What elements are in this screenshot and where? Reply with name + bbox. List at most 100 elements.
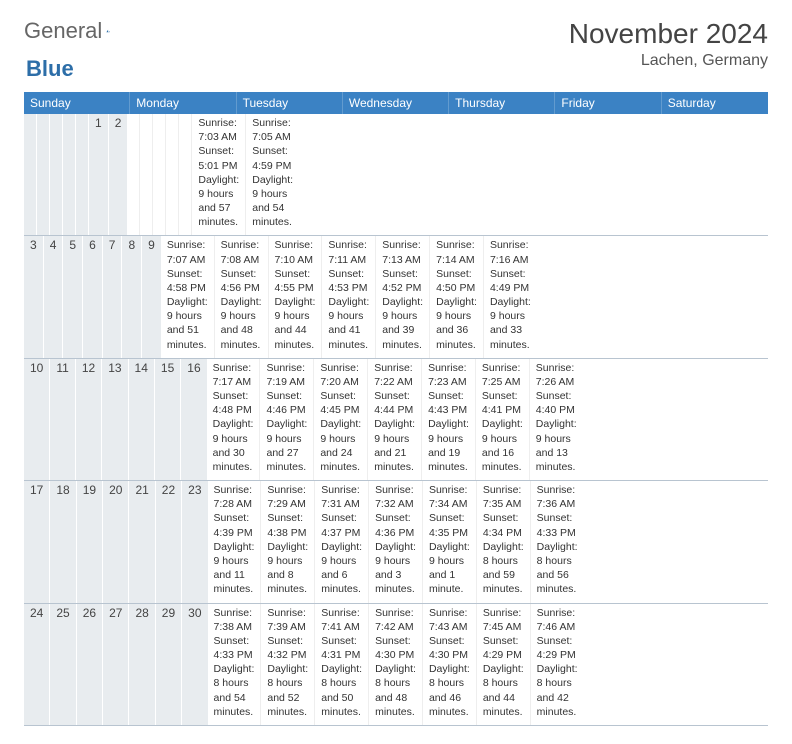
day-number: 28 [129, 604, 155, 725]
day-line: Sunset: 4:58 PM [167, 267, 208, 295]
week-row: 12 Sunrise: 7:03 AMSunset: 5:01 PMDayligh… [24, 114, 768, 236]
day-line: Daylight: 9 hours [266, 417, 307, 445]
day-line: Daylight: 8 hours [483, 662, 524, 690]
day-line: and 48 minutes. [375, 691, 416, 719]
day-line: Sunrise: 7:07 AM [167, 238, 208, 266]
day-cell: Sunrise: 7:29 AMSunset: 4:38 PMDaylight:… [261, 481, 315, 602]
month-title: November 2024 [569, 18, 768, 50]
day-line: Daylight: 8 hours [537, 662, 578, 690]
day-line: Sunset: 4:36 PM [375, 511, 416, 539]
day-line: Sunrise: 7:39 AM [267, 606, 308, 634]
day-line: Sunrise: 7:35 AM [483, 483, 524, 511]
weekday-header-row: Sunday Monday Tuesday Wednesday Thursday… [24, 92, 768, 114]
day-line: Daylight: 9 hours [436, 295, 477, 323]
day-cell: Sunrise: 7:36 AMSunset: 4:33 PMDaylight:… [531, 481, 584, 602]
day-line: and 6 minutes. [321, 568, 362, 596]
day-number: 8 [122, 236, 142, 357]
day-number: 9 [142, 236, 161, 357]
day-line: Daylight: 8 hours [429, 662, 470, 690]
day-line: and 13 minutes. [536, 446, 577, 474]
day-number: 30 [182, 604, 207, 725]
day-line: and 36 minutes. [436, 323, 477, 351]
day-cell: Sunrise: 7:20 AMSunset: 4:45 PMDaylight:… [314, 359, 368, 480]
day-line: Sunset: 4:56 PM [221, 267, 262, 295]
day-line: Sunrise: 7:14 AM [436, 238, 477, 266]
day-cell [140, 114, 153, 235]
day-cells-row: Sunrise: 7:38 AMSunset: 4:33 PMDaylight:… [208, 604, 584, 725]
day-cell: Sunrise: 7:11 AMSunset: 4:53 PMDaylight:… [322, 236, 376, 357]
day-line: Sunrise: 7:38 AM [214, 606, 255, 634]
day-number-row: 12 [24, 114, 127, 235]
day-line: Sunset: 4:29 PM [537, 634, 578, 662]
day-line: Sunset: 4:45 PM [320, 389, 361, 417]
day-number: 13 [102, 359, 128, 480]
day-cell: Sunrise: 7:38 AMSunset: 4:33 PMDaylight:… [208, 604, 262, 725]
day-number: 22 [156, 481, 182, 602]
day-cell: Sunrise: 7:43 AMSunset: 4:30 PMDaylight:… [423, 604, 477, 725]
day-line: Sunrise: 7:31 AM [321, 483, 362, 511]
day-line: Sunset: 4:46 PM [266, 389, 307, 417]
day-line: Daylight: 9 hours [374, 417, 415, 445]
day-line: and 50 minutes. [321, 691, 362, 719]
day-line: and 33 minutes. [490, 323, 531, 351]
day-number [24, 114, 37, 235]
day-number: 29 [156, 604, 182, 725]
weekday-header: Saturday [662, 92, 768, 114]
week-row: 24252627282930Sunrise: 7:38 AMSunset: 4:… [24, 604, 768, 726]
day-line: Sunset: 4:40 PM [536, 389, 577, 417]
day-line: Sunrise: 7:34 AM [429, 483, 470, 511]
day-line: Sunrise: 7:36 AM [537, 483, 578, 511]
day-number: 24 [24, 604, 50, 725]
day-line: Sunrise: 7:23 AM [428, 361, 469, 389]
logo-text-general: General [24, 18, 102, 44]
day-line: Sunset: 4:43 PM [428, 389, 469, 417]
day-line: Daylight: 8 hours [483, 540, 524, 568]
day-cell: Sunrise: 7:32 AMSunset: 4:36 PMDaylight:… [369, 481, 423, 602]
day-cell: Sunrise: 7:17 AMSunset: 4:48 PMDaylight:… [207, 359, 261, 480]
day-line: Daylight: 9 hours [221, 295, 262, 323]
day-number: 7 [103, 236, 123, 357]
day-line: and 54 minutes. [214, 691, 255, 719]
day-number: 3 [24, 236, 44, 357]
day-cells-row: Sunrise: 7:17 AMSunset: 4:48 PMDaylight:… [207, 359, 583, 480]
sail-icon [106, 22, 110, 40]
day-line: Sunrise: 7:29 AM [267, 483, 308, 511]
day-cell: Sunrise: 7:46 AMSunset: 4:29 PMDaylight:… [531, 604, 584, 725]
day-cell: Sunrise: 7:31 AMSunset: 4:37 PMDaylight:… [315, 481, 369, 602]
day-cell: Sunrise: 7:41 AMSunset: 4:31 PMDaylight:… [315, 604, 369, 725]
day-line: Sunrise: 7:46 AM [537, 606, 578, 634]
day-line: Daylight: 9 hours [267, 540, 308, 568]
day-cell [127, 114, 140, 235]
day-line: Sunrise: 7:26 AM [536, 361, 577, 389]
day-line: and 19 minutes. [428, 446, 469, 474]
day-number-row: 24252627282930 [24, 604, 208, 725]
day-line: Daylight: 9 hours [167, 295, 208, 323]
day-cell [166, 114, 179, 235]
day-line: Sunset: 4:34 PM [483, 511, 524, 539]
logo-text-blue: Blue [26, 56, 74, 82]
calendar-page: General November 2024 Lachen, Germany Bl… [0, 0, 792, 744]
day-line: Sunset: 4:49 PM [490, 267, 531, 295]
day-line: Daylight: 9 hours [328, 295, 369, 323]
day-number: 25 [50, 604, 76, 725]
day-line: Sunset: 4:33 PM [537, 511, 578, 539]
day-number [37, 114, 50, 235]
week-row: 3456789Sunrise: 7:07 AMSunset: 4:58 PMDa… [24, 236, 768, 358]
day-number-row: 3456789 [24, 236, 161, 357]
day-line: Sunrise: 7:20 AM [320, 361, 361, 389]
day-line: Daylight: 9 hours [321, 540, 362, 568]
day-line: Daylight: 9 hours [198, 173, 239, 201]
day-number-row: 17181920212223 [24, 481, 208, 602]
day-number: 18 [50, 481, 76, 602]
day-line: Sunset: 4:59 PM [252, 144, 293, 172]
day-line: Sunset: 4:41 PM [482, 389, 523, 417]
location: Lachen, Germany [569, 52, 768, 70]
day-line: Daylight: 9 hours [536, 417, 577, 445]
day-cell: Sunrise: 7:35 AMSunset: 4:34 PMDaylight:… [477, 481, 531, 602]
day-line: Sunset: 4:30 PM [429, 634, 470, 662]
day-line: and 21 minutes. [374, 446, 415, 474]
day-cell: Sunrise: 7:03 AMSunset: 5:01 PMDaylight:… [192, 114, 246, 235]
day-line: Daylight: 9 hours [490, 295, 531, 323]
day-cell: Sunrise: 7:34 AMSunset: 4:35 PMDaylight:… [423, 481, 477, 602]
day-line: and 44 minutes. [275, 323, 316, 351]
